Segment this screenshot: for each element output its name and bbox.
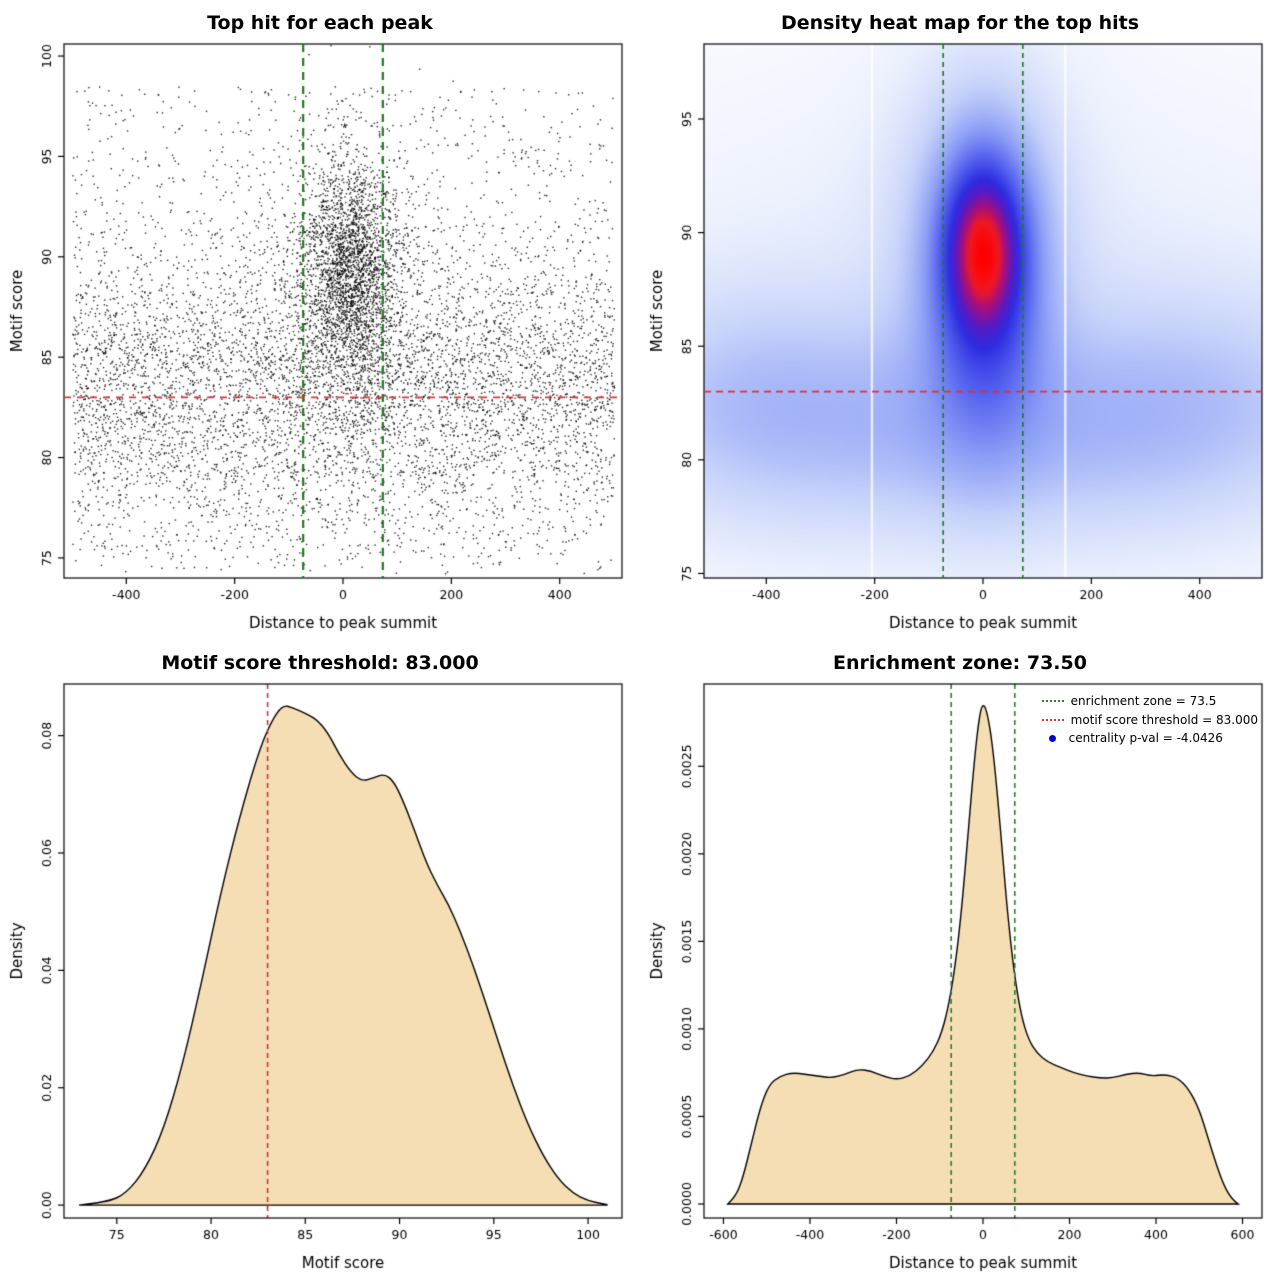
legend-item-motif-threshold: motif score threshold = 83.000 — [1041, 711, 1258, 730]
legend-label: motif score threshold = 83.000 — [1070, 712, 1258, 727]
motif-density-canvas — [0, 640, 640, 1280]
panel-distance-density: Enrichment zone: 73.50 enrichment zone =… — [640, 640, 1280, 1280]
distance-density-canvas — [640, 640, 1280, 1280]
heatmap-canvas — [640, 0, 1280, 640]
legend-label: enrichment zone = 73.5 — [1070, 694, 1217, 708]
legend-label: centrality p-val = -4.0426 — [1068, 731, 1223, 746]
dotted-line-swatch-red — [1041, 718, 1064, 721]
scatter-canvas — [0, 0, 640, 640]
plot-legend: enrichment zone = 73.5 motif score thres… — [1041, 692, 1258, 748]
distance-density-title: Enrichment zone: 73.50 — [833, 652, 1087, 674]
dotted-line-swatch-green — [1041, 700, 1064, 703]
heatmap-title: Density heat map for the top hits — [780, 12, 1140, 34]
dot-swatch-blue — [1048, 734, 1056, 742]
legend-item-centrality-pval: centrality p-val = -4.0426 — [1042, 729, 1258, 748]
motif-density-title: Motif score threshold: 83.000 — [161, 652, 479, 674]
panel-motif-density: Motif score threshold: 83.000 — [0, 640, 640, 1280]
panel-scatter: Top hit for each peak — [0, 0, 640, 640]
legend-item-enrichment-zone: enrichment zone = 73.5 — [1041, 692, 1258, 711]
panel-heatmap: Density heat map for the top hits — [640, 0, 1280, 640]
scatter-title: Top hit for each peak — [207, 12, 433, 34]
